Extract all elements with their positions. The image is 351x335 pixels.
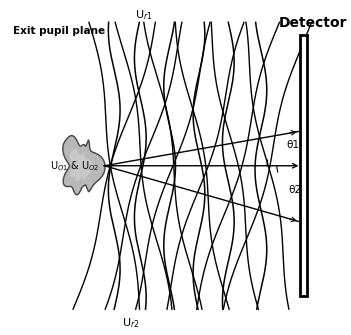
Text: θ2: θ2 [288, 185, 302, 195]
Text: U$_{r2}$: U$_{r2}$ [122, 316, 139, 330]
Text: Detector: Detector [279, 16, 347, 30]
Polygon shape [70, 149, 93, 182]
Text: Exit pupil plane: Exit pupil plane [13, 25, 105, 36]
Text: U$_{r1}$: U$_{r1}$ [135, 8, 152, 22]
Bar [300, 36, 307, 296]
Text: U$_{O1}$ & U$_{O2}$: U$_{O1}$ & U$_{O2}$ [51, 159, 100, 173]
Text: θ1: θ1 [287, 140, 300, 149]
Polygon shape [63, 136, 105, 195]
